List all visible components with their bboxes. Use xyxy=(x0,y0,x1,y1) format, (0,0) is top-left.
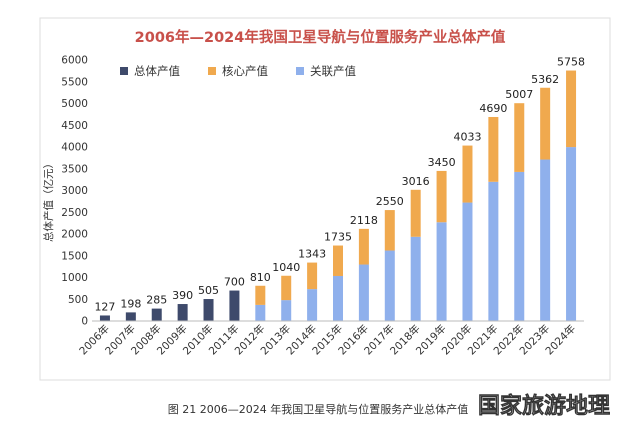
bar-related-value xyxy=(540,159,551,321)
bar-related-value xyxy=(436,222,447,321)
bar-core-value xyxy=(410,189,421,237)
y-tick-label: 4500 xyxy=(61,120,88,132)
total-value-label: 285 xyxy=(146,294,167,307)
bar-total-value xyxy=(177,304,188,321)
bar-core-value xyxy=(333,245,343,276)
bar-core-value xyxy=(307,262,318,290)
y-tick-label: 3000 xyxy=(61,185,88,197)
bar-core-value xyxy=(514,103,525,172)
bar-related-value xyxy=(333,275,343,321)
y-tick-label: 2000 xyxy=(61,229,88,241)
total-value-label: 198 xyxy=(120,297,141,310)
total-value-label: 127 xyxy=(94,300,115,313)
bar-related-value xyxy=(488,181,499,321)
y-tick-label: 2500 xyxy=(61,207,88,219)
y-tick-label: 4000 xyxy=(61,142,88,154)
total-value-label: 390 xyxy=(172,289,193,302)
bars xyxy=(99,70,577,321)
legend-swatch xyxy=(208,67,216,75)
bar-total-value xyxy=(151,308,162,321)
bar-related-value xyxy=(410,236,421,321)
total-value-label: 700 xyxy=(224,276,245,289)
bar-core-value xyxy=(462,145,473,203)
bar-total-value xyxy=(203,299,214,321)
chart-title: 2006年—2024年我国卫星导航与位置服务产业总体产值 xyxy=(135,28,506,46)
total-value-label: 5362 xyxy=(531,73,559,86)
bar-related-value xyxy=(514,171,525,321)
bar-total-value xyxy=(125,312,136,321)
bar-total-value xyxy=(99,315,110,321)
bar-related-value xyxy=(358,264,369,321)
legend-swatch xyxy=(120,67,128,75)
total-value-label: 3450 xyxy=(428,156,456,169)
bar-related-value xyxy=(462,202,473,321)
bar-core-value xyxy=(436,170,447,223)
bar-related-value xyxy=(566,147,577,321)
bar-core-value xyxy=(358,228,369,265)
bar-core-value xyxy=(255,285,266,305)
total-value-label: 2550 xyxy=(376,195,404,208)
y-tick-label: 1500 xyxy=(61,250,88,262)
bar-core-value xyxy=(488,116,499,182)
bar-related-value xyxy=(307,289,318,321)
total-value-label: 3016 xyxy=(402,175,430,188)
legend-label: 关联产值 xyxy=(310,64,356,78)
bar-total-value xyxy=(229,290,240,321)
y-tick-label: 3500 xyxy=(61,163,88,175)
y-tick-label: 5000 xyxy=(61,98,88,110)
total-value-label: 1343 xyxy=(298,248,326,261)
bar-core-value xyxy=(540,87,551,160)
total-value-label: 4690 xyxy=(479,102,507,115)
bar-related-value xyxy=(255,304,266,321)
total-value-label: 2118 xyxy=(350,214,378,227)
legend-label: 总体产值 xyxy=(134,64,180,78)
bar-core-value xyxy=(384,210,395,251)
total-value-label: 5758 xyxy=(557,56,585,69)
y-tick-label: 500 xyxy=(68,294,88,306)
total-value-label: 505 xyxy=(198,284,219,297)
legend: 总体产值 核心产值 关联产值 xyxy=(120,64,356,78)
watermark: 国家旅游地理 xyxy=(478,393,610,419)
y-axis-label: 总体产值（亿元） xyxy=(42,158,55,242)
y-tick-label: 0 xyxy=(81,316,88,328)
bar-core-value xyxy=(281,275,292,301)
legend-swatch xyxy=(296,67,304,75)
total-value-label: 810 xyxy=(250,271,271,284)
y-tick-label: 5500 xyxy=(61,76,88,88)
legend-label: 核心产值 xyxy=(222,64,268,78)
total-value-label: 5007 xyxy=(505,88,533,101)
y-tick-label: 6000 xyxy=(61,55,88,67)
bar-related-value xyxy=(281,300,292,321)
figure-caption: 图 21 2006—2024 年我国卫星导航与位置服务产业总体产值 xyxy=(168,402,468,416)
total-value-label: 1040 xyxy=(272,261,300,274)
total-value-label: 4033 xyxy=(453,131,481,144)
bar-core-value xyxy=(566,70,577,148)
y-axis: 0 500 1000 1500 2000 2500 3000 3500 4000 4500 5000… xyxy=(61,55,88,328)
total-value-label: 1735 xyxy=(324,231,352,244)
y-tick-label: 1000 xyxy=(61,272,88,284)
bar-related-value xyxy=(384,250,395,321)
